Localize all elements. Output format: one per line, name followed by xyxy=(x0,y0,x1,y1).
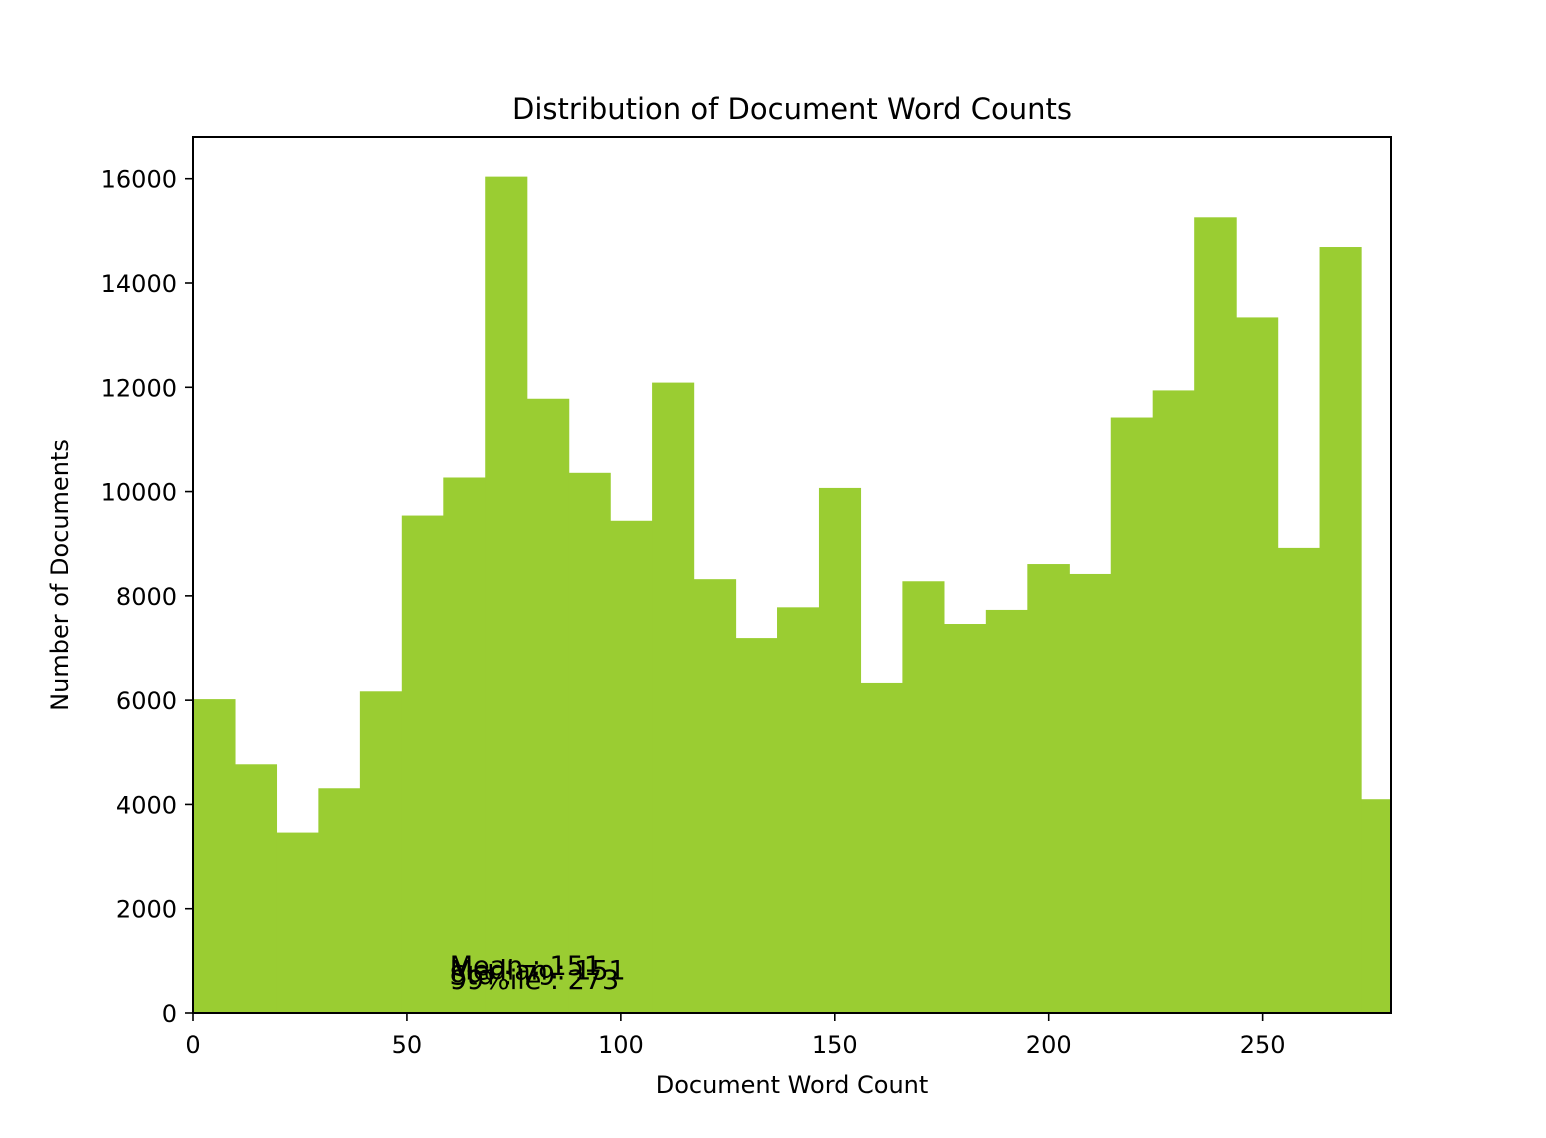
x-axis-label: Document Word Count xyxy=(656,1071,929,1099)
histogram-bar-23 xyxy=(1152,390,1195,1013)
y-tick-label-3: 6000 xyxy=(116,687,177,715)
histogram-bar-17 xyxy=(902,581,945,1013)
y-tick-label-0: 0 xyxy=(162,1000,177,1028)
y-tick-label-6: 12000 xyxy=(101,374,177,402)
y-tick-label-4: 8000 xyxy=(116,583,177,611)
y-tick-label-8: 16000 xyxy=(101,166,177,194)
histogram-bar-28 xyxy=(1361,799,1392,1013)
y-tick-label-2: 4000 xyxy=(116,791,177,819)
stat-annotation-0: Mean : 151 xyxy=(450,951,601,982)
histogram-bar-2 xyxy=(276,832,319,1013)
histogram-bar-18 xyxy=(943,624,987,1013)
histogram-bar-24 xyxy=(1194,217,1237,1014)
x-tick-label-1: 50 xyxy=(392,1031,423,1059)
histogram-bar-26 xyxy=(1277,547,1321,1013)
x-tick-label-2: 100 xyxy=(598,1031,644,1059)
histogram-bars xyxy=(193,176,1392,1014)
histogram-bar-14 xyxy=(777,607,820,1013)
histogram-bar-20 xyxy=(1027,564,1070,1013)
histogram-bar-10 xyxy=(610,520,653,1013)
plot-frame xyxy=(192,136,1392,1014)
x-tick-label-3: 150 xyxy=(812,1031,858,1059)
histogram-bar-4 xyxy=(359,691,403,1013)
stat-annotation-2: Std : 79 xyxy=(450,960,555,991)
histogram-bar-1 xyxy=(234,764,278,1013)
x-tick-label-0: 0 xyxy=(185,1031,200,1059)
histogram-bar-27 xyxy=(1319,247,1362,1013)
x-tick-label-4: 200 xyxy=(1026,1031,1072,1059)
y-tick-label-5: 10000 xyxy=(101,479,177,507)
histogram-bar-13 xyxy=(735,638,778,1013)
histogram-bar-21 xyxy=(1069,573,1112,1013)
histogram-bar-3 xyxy=(318,788,361,1013)
y-axis-label: Number of Documents xyxy=(46,439,74,711)
histogram-bar-22 xyxy=(1110,417,1154,1013)
histogram-bar-16 xyxy=(860,682,903,1013)
histogram-bar-19 xyxy=(985,609,1028,1013)
y-tick-label-7: 14000 xyxy=(101,270,177,298)
y-axis-ticks: 0 2000 4000 6000 8000 10000 12000 14000 16000 xyxy=(101,166,193,1028)
histogram-bar-12 xyxy=(693,579,737,1013)
histogram-bar-8 xyxy=(526,398,570,1013)
histogram-bar-11 xyxy=(652,382,695,1013)
histogram-bar-5 xyxy=(401,515,444,1013)
x-tick-label-5: 250 xyxy=(1240,1031,1286,1059)
stat-annotation-3: 99%ile : 273 xyxy=(450,965,619,996)
histogram-bar-7 xyxy=(485,176,528,1014)
histogram-bar-9 xyxy=(568,472,611,1013)
histogram-bar-15 xyxy=(818,487,862,1014)
histogram-bar-0 xyxy=(193,699,236,1013)
y-tick-label-1: 2000 xyxy=(116,896,177,924)
chart-title: Distribution of Document Word Counts xyxy=(512,92,1072,126)
histogram-bar-6 xyxy=(443,477,486,1013)
x-axis-ticks: 0 50 100 150 200 250 xyxy=(185,1013,1286,1059)
histogram-bar-25 xyxy=(1236,317,1279,1013)
stat-annotation-1: Median : 151 xyxy=(450,956,626,987)
